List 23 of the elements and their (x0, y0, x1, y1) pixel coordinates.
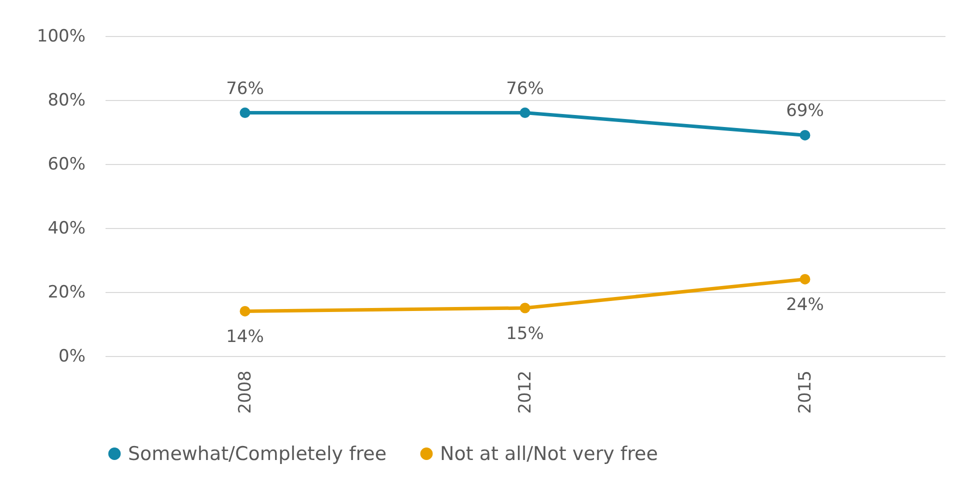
data-label: 76% (226, 78, 264, 99)
data-label: 24% (786, 295, 824, 316)
point (800, 130, 810, 140)
y-tick-label: 0% (58, 346, 86, 366)
data-label: 15% (506, 324, 544, 344)
y-tick-label: 20% (48, 282, 86, 302)
data-label: 14% (226, 327, 264, 348)
y-tick-label: 40% (48, 218, 86, 238)
y-tick-label: 80% (48, 90, 86, 110)
point (520, 108, 530, 118)
legend-label: Somewhat/Completely free (128, 442, 387, 465)
x-tick-label: 2015 (796, 370, 816, 414)
data-label: 76% (506, 78, 544, 99)
data-label: 69% (786, 101, 824, 122)
point (520, 302, 530, 314)
y-tick-label: 100% (36, 26, 86, 46)
y-tick-label: 60% (48, 154, 86, 174)
legend-label: Not at all/Not very free (440, 442, 658, 465)
point (240, 108, 250, 118)
point (800, 274, 810, 284)
x-tick-label: 2012 (516, 370, 536, 414)
point (240, 306, 250, 316)
x-tick-label: 2008 (236, 370, 256, 414)
